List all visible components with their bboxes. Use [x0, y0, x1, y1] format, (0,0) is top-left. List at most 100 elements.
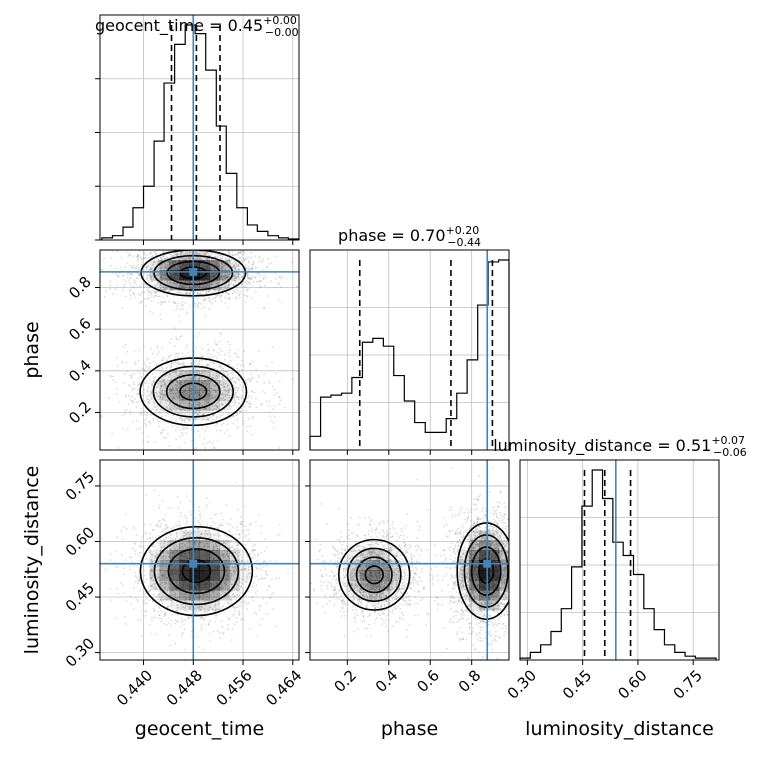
scatter-point	[149, 253, 151, 256]
scatter-point	[211, 521, 214, 524]
scatter-point	[165, 591, 168, 593]
scatter-point	[155, 285, 157, 288]
scatter-point	[197, 393, 200, 396]
scatter-point	[165, 406, 168, 409]
scatter-point	[200, 606, 203, 609]
scatter-point	[206, 503, 208, 506]
scatter-point	[222, 382, 225, 385]
scatter-point	[220, 287, 222, 289]
scatter-point	[201, 247, 203, 249]
scatter-point	[178, 396, 181, 399]
scatter-point	[268, 382, 271, 385]
scatter-point	[220, 620, 223, 623]
scatter-point	[143, 569, 146, 572]
scatter-point	[267, 258, 269, 260]
scatter-point	[237, 349, 239, 352]
scatter-point	[179, 247, 181, 249]
scatter-point	[202, 290, 205, 293]
scatter-point	[235, 414, 238, 417]
scatter-point	[177, 391, 180, 394]
scatter-point	[287, 572, 289, 575]
scatter-point	[245, 267, 248, 270]
scatter-point	[258, 257, 261, 260]
scatter-point	[177, 362, 180, 364]
scatter-point	[273, 394, 276, 397]
scatter-point	[175, 438, 177, 441]
scatter-point	[172, 393, 175, 395]
scatter-point	[219, 347, 221, 350]
scatter-point	[211, 282, 213, 284]
scatter-point	[120, 554, 123, 556]
scatter-point	[228, 404, 231, 407]
scatter-point	[181, 398, 184, 401]
scatter-point	[156, 269, 159, 272]
scatter-point	[194, 401, 197, 404]
scatter-point	[175, 307, 178, 310]
scatter-point	[213, 290, 216, 293]
scatter-point	[251, 275, 254, 277]
scatter-point	[184, 371, 187, 373]
scatter-point	[249, 403, 251, 405]
scatter-point	[182, 308, 185, 310]
scatter-point	[255, 272, 258, 275]
scatter-point	[196, 409, 199, 412]
scatter-point	[160, 274, 163, 277]
scatter-point	[221, 403, 223, 405]
scatter-point	[167, 263, 170, 266]
scatter-point	[209, 267, 212, 270]
scatter-point	[147, 366, 150, 369]
scatter-point	[166, 266, 169, 269]
scatter-point	[168, 287, 171, 290]
scatter-point	[215, 513, 217, 516]
scatter-point	[249, 538, 251, 540]
scatter-point	[133, 549, 136, 552]
scatter-point	[138, 552, 141, 555]
scatter-point	[264, 570, 267, 573]
scatter-point	[226, 291, 228, 294]
scatter-point	[159, 257, 162, 259]
scatter-point	[275, 392, 278, 395]
scatter-point	[148, 257, 151, 260]
scatter-point	[220, 269, 223, 272]
density-cell	[180, 360, 190, 370]
scatter-point	[129, 413, 132, 416]
scatter-point	[205, 284, 208, 287]
scatter-point	[164, 375, 167, 378]
scatter-point	[160, 273, 163, 276]
scatter-point	[207, 393, 210, 396]
scatter-point	[166, 280, 169, 283]
scatter-point	[203, 404, 206, 406]
scatter-point	[175, 254, 178, 256]
scatter-point	[144, 392, 146, 395]
scatter-point	[203, 545, 206, 548]
scatter-point	[224, 268, 227, 271]
scatter-point	[184, 619, 187, 622]
scatter-point	[151, 280, 153, 282]
scatter-point	[144, 363, 146, 366]
scatter-point	[211, 281, 214, 284]
scatter-point	[240, 285, 243, 287]
scatter-point	[147, 273, 150, 276]
scatter-point	[178, 352, 181, 354]
scatter-point	[159, 387, 162, 390]
scatter-point	[210, 400, 212, 403]
scatter-point	[216, 265, 219, 267]
scatter-point	[216, 526, 219, 529]
scatter-point	[248, 277, 251, 280]
scatter-point	[229, 259, 232, 262]
scatter-point	[173, 247, 175, 249]
scatter-point	[205, 286, 208, 289]
scatter-point	[153, 489, 156, 492]
scatter-point	[177, 506, 180, 509]
scatter-point	[179, 335, 181, 338]
scatter-point	[183, 377, 186, 379]
scatter-point	[173, 309, 176, 311]
scatter-point	[131, 561, 134, 563]
scatter-point	[161, 347, 164, 350]
scatter-point	[238, 293, 241, 295]
scatter-point	[168, 408, 171, 411]
scatter-point	[230, 573, 233, 576]
scatter-point	[157, 420, 160, 423]
scatter-point	[227, 363, 230, 366]
scatter-point	[239, 384, 242, 387]
